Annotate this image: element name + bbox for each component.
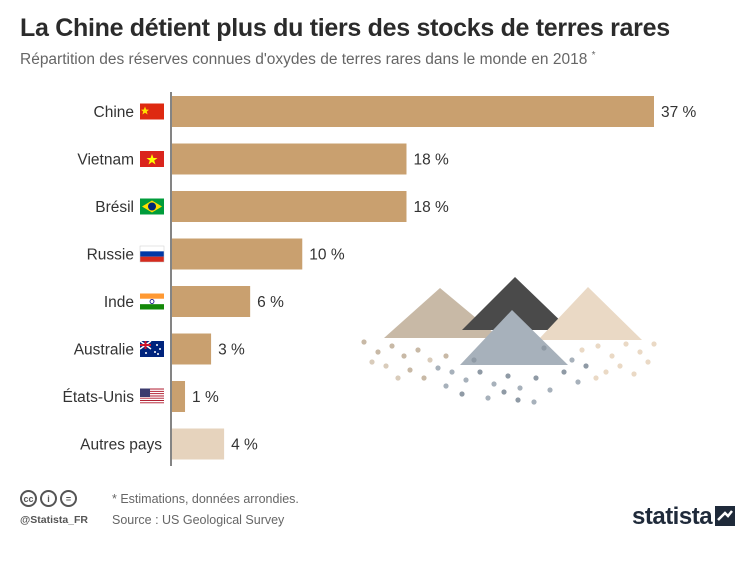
australia-flag	[139, 340, 164, 357]
chart-title: La Chine détient plus du tiers des stock…	[20, 14, 670, 42]
brand-logo-text: statista	[632, 503, 713, 530]
bars-group: Chine 37 % Vietnam 18 % Brésil 18 % Russie 10 %…	[63, 96, 697, 460]
brazil-flag	[140, 198, 164, 215]
license-icons: cc i =	[20, 490, 77, 507]
bar-4	[172, 238, 303, 270]
value-label: 18 %	[413, 199, 449, 216]
value-label: 18 %	[413, 152, 449, 169]
cc-icon: cc	[20, 490, 37, 507]
value-label: 1 %	[192, 389, 219, 406]
subtitle-asterisk: *	[591, 50, 596, 61]
category-label: Inde	[104, 294, 134, 311]
category-label: Autres pays	[80, 437, 162, 454]
usa-flag	[140, 388, 164, 405]
bar-2	[172, 143, 407, 175]
vietnam-flag	[140, 151, 164, 167]
category-label: États-Unis	[63, 389, 135, 406]
value-label: 37 %	[661, 104, 697, 121]
attribution-icon: i	[40, 490, 57, 507]
bar-5	[172, 286, 251, 317]
bar-1	[172, 96, 654, 127]
bar-7	[172, 381, 186, 412]
value-label: 6 %	[257, 294, 284, 311]
china-flag	[140, 103, 164, 120]
bar-8	[172, 428, 225, 460]
category-label: Russie	[87, 247, 134, 264]
category-label: Australie	[74, 342, 134, 359]
source-note: Source : US Geological Survey	[112, 513, 285, 527]
brand-logo-icon	[715, 506, 735, 526]
russia-flag	[139, 245, 165, 263]
category-label: Chine	[94, 104, 135, 121]
bar-3	[172, 191, 407, 222]
rare-earth-piles-illustration	[361, 277, 657, 405]
category-label: Brésil	[95, 199, 134, 216]
chart-subtitle: Répartition des réserves connues d'oxyde…	[20, 50, 596, 69]
bar-6	[172, 333, 212, 365]
bar-chart: Chine 37 % Vietnam 18 % Brésil 18 % Russie 10 %…	[63, 92, 697, 466]
india-flag	[140, 293, 164, 310]
no-derivatives-icon: =	[60, 490, 77, 507]
value-label: 4 %	[231, 437, 258, 454]
footnote: * Estimations, données arrondies.	[112, 492, 299, 506]
category-label: Vietnam	[77, 152, 134, 169]
subtitle-text: Répartition des réserves connues d'oxyde…	[20, 51, 588, 69]
value-label: 3 %	[218, 342, 245, 359]
social-handle: @Statista_FR	[20, 514, 89, 526]
value-label: 10 %	[309, 247, 345, 264]
